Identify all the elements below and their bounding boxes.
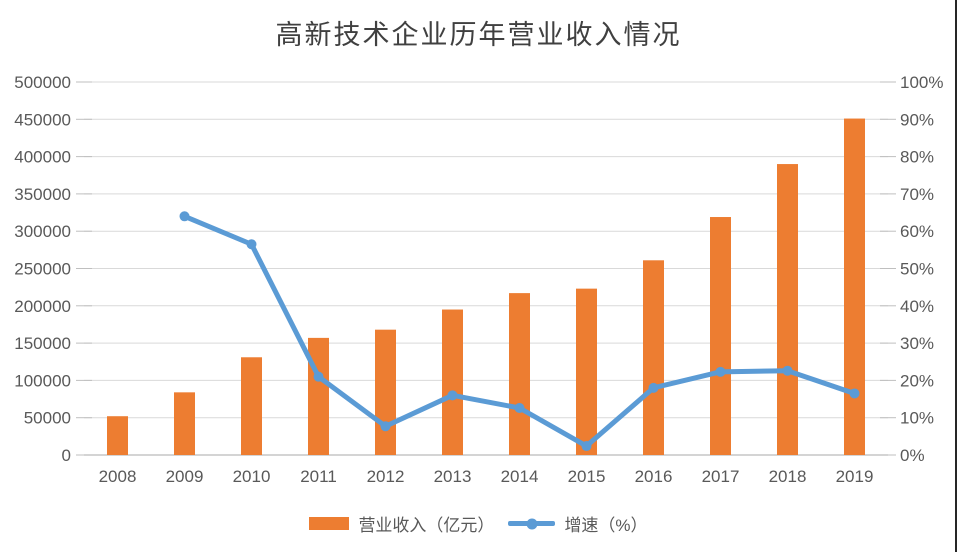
- right-axis-label: 0%: [900, 446, 925, 465]
- line-point-2015: [581, 441, 592, 452]
- left-axis-label: 0: [62, 446, 71, 465]
- left-axis-label: 500000: [14, 73, 71, 92]
- left-axis-label: 450000: [14, 110, 71, 129]
- right-axis-label: 20%: [900, 371, 934, 390]
- line-point-2018: [782, 365, 793, 376]
- legend-item-growth: 增速（%）: [508, 511, 648, 536]
- left-axis-label: 100000: [14, 371, 71, 390]
- bar-2019: [844, 118, 865, 455]
- legend-revenue-label: 营业收入（亿元）: [358, 516, 495, 535]
- x-axis-label-2008: 2008: [99, 467, 137, 486]
- x-axis-label-2013: 2013: [434, 467, 472, 486]
- bar-2014: [509, 293, 530, 455]
- line-point-2012: [380, 421, 391, 432]
- right-axis-label: 50%: [900, 260, 934, 279]
- left-axis-label: 150000: [14, 334, 71, 353]
- bar-2008: [107, 416, 128, 455]
- x-axis-label-2016: 2016: [635, 467, 673, 486]
- legend-revenue-bar-swatch: [309, 517, 350, 530]
- x-axis-label-2018: 2018: [769, 467, 807, 486]
- chart-legend: 营业收入（亿元） 增速（%）: [0, 511, 957, 536]
- right-axis-label: 10%: [900, 409, 934, 428]
- x-axis-label-2014: 2014: [501, 467, 539, 486]
- bar-2013: [442, 309, 463, 455]
- line-point-2011: [313, 371, 324, 382]
- bar-2012: [375, 329, 396, 455]
- left-axis-label: 400000: [14, 148, 71, 167]
- right-axis-label: 90%: [900, 110, 934, 129]
- x-axis-label-2017: 2017: [702, 467, 740, 486]
- bar-2015: [576, 288, 597, 455]
- line-point-2010: [246, 239, 257, 250]
- x-axis-label-2009: 2009: [166, 467, 204, 486]
- bar-2009: [174, 392, 195, 455]
- left-axis-label: 200000: [14, 297, 71, 316]
- right-axis-label: 100%: [900, 73, 943, 92]
- legend-growth-line-swatch: [508, 518, 556, 529]
- right-axis-label: 40%: [900, 297, 934, 316]
- legend-growth-label: 增速（%）: [564, 516, 648, 535]
- legend-growth-marker-dot: [526, 518, 538, 529]
- x-axis-label-2019: 2019: [836, 467, 874, 486]
- legend-item-revenue: 营业收入（亿元）: [309, 511, 494, 536]
- line-point-2019: [849, 388, 860, 399]
- right-axis-label: 70%: [900, 185, 934, 204]
- bar-2011: [308, 337, 329, 455]
- line-point-2016: [648, 382, 659, 393]
- right-axis-label: 60%: [900, 222, 934, 241]
- right-axis-label: 30%: [900, 334, 934, 353]
- left-axis-label: 350000: [14, 185, 71, 204]
- bar-2017: [710, 217, 731, 455]
- screenshot-right-border: [955, 0, 957, 552]
- bar-2010: [241, 357, 262, 455]
- x-axis-label-2011: 2011: [300, 467, 337, 486]
- bar-2018: [777, 164, 798, 455]
- chart-title: 高新技术企业历年营业收入情况: [275, 20, 682, 50]
- line-point-2013: [447, 390, 458, 401]
- x-axis-label-2015: 2015: [568, 467, 606, 486]
- line-point-2014: [514, 403, 525, 414]
- line-point-2017: [715, 366, 726, 377]
- bar-2016: [643, 260, 664, 455]
- combo-chart-plot: 0 0% 50000 10% 100000 20% 150000 30% 200000 40% 25…: [14, 73, 943, 486]
- line-point-2009: [179, 211, 190, 222]
- x-axis-label-2010: 2010: [233, 467, 271, 486]
- left-axis-label: 300000: [14, 222, 71, 241]
- x-axis-label-2012: 2012: [367, 467, 405, 486]
- left-axis-label: 250000: [14, 260, 71, 279]
- right-axis-label: 80%: [900, 148, 934, 167]
- left-axis-label: 50000: [24, 409, 71, 428]
